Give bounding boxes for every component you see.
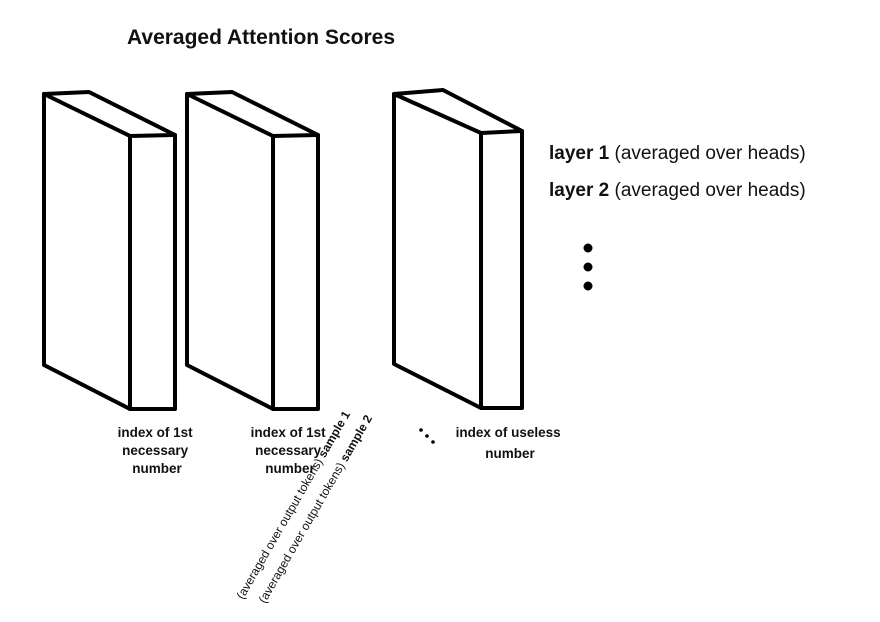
block-label-3: index of useless number — [456, 425, 565, 461]
sample-label-2: (averaged over output tokens) sample 2 — [255, 412, 375, 605]
block-label-1-line-3: number — [132, 461, 182, 476]
diagonal-ellipsis-icon — [419, 428, 435, 444]
layer-1-note: (averaged over heads) — [615, 143, 806, 164]
layer-label-1: layer 1 (averaged over heads) — [549, 143, 806, 164]
diagram-title: Averaged Attention Scores — [127, 26, 395, 49]
block-label-2: index of 1st necessary number — [251, 425, 330, 476]
layer-label-2: layer 2 (averaged over heads) — [549, 180, 806, 201]
layer-2-note: (averaged over heads) — [615, 180, 806, 201]
block-label-1-line-2: necessary — [122, 443, 189, 458]
layer-2-name: layer 2 — [549, 180, 609, 201]
vertical-ellipsis-icon — [583, 243, 593, 291]
block-label-1-line-1: index of 1st — [118, 425, 194, 440]
layer-1-name: layer 1 — [549, 143, 610, 164]
block-label-2-line-3: number — [265, 461, 315, 476]
block-label-2-line-2: necessary — [255, 443, 322, 458]
block-label-2-line-1: index of 1st — [251, 425, 327, 440]
block-label-3-line-2: number — [485, 446, 535, 461]
attention-block-1 — [42, 90, 177, 411]
attention-block-3 — [392, 88, 524, 410]
block-label-3-line-1: index of useless — [456, 425, 561, 440]
block-label-1: index of 1st necessary number — [118, 425, 197, 476]
attention-block-2 — [185, 90, 320, 411]
